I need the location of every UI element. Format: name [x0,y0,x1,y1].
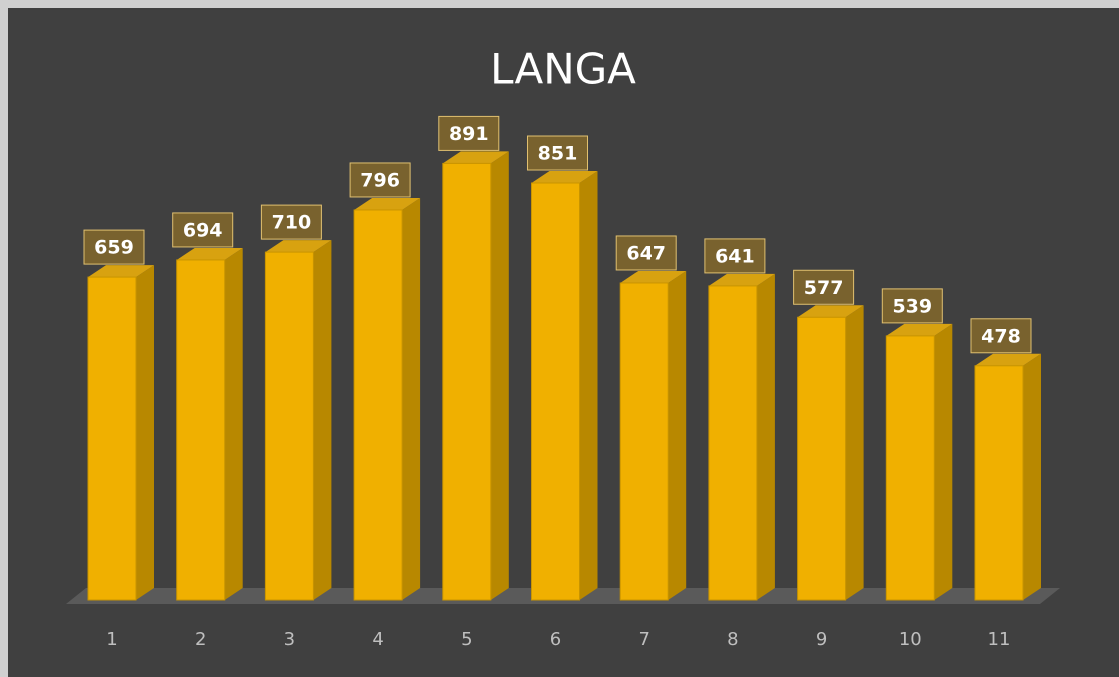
bar-front [353,209,403,601]
bar-side [402,197,421,600]
bar-front [176,259,226,601]
bar [353,197,421,601]
bar-front [974,365,1024,601]
chart-title: LANGA [490,45,636,94]
bar-top [442,151,509,164]
data-label: 641 [715,245,755,267]
x-tick-label: 9 [816,629,827,650]
x-tick-label: 5 [461,629,472,650]
data-label: 539 [892,295,932,317]
bar [531,171,598,601]
data-label-box [260,204,322,240]
bar [87,265,154,601]
bar-top [176,247,243,260]
x-tick-label: 7 [638,629,649,650]
data-label: 851 [538,143,578,165]
bar [442,151,509,601]
data-label: 577 [804,277,844,299]
data-label-box [615,235,677,271]
data-label-box [83,229,145,265]
bar-front [797,316,847,601]
bar-top [620,270,687,283]
bar-top [975,353,1041,366]
bar-front [619,282,669,601]
data-label: 710 [272,212,312,234]
bar-front [442,162,492,601]
bar-front [708,285,758,601]
bar-top [88,265,154,278]
bar-side [756,273,775,600]
bar-top [265,240,332,253]
x-tick-label: 4 [372,629,383,650]
bar-front [885,335,935,601]
x-tick-label: 3 [284,629,295,650]
bar-side [934,323,953,600]
bar [885,323,953,601]
bar-top [531,171,598,184]
bar [797,305,864,601]
data-label-box [704,238,766,274]
x-tick-label: 2 [195,629,206,650]
bar [264,240,332,601]
data-label: 796 [360,169,400,191]
bar-side [490,151,509,600]
data-label: 891 [449,123,489,145]
bar [619,270,687,601]
bar-front [531,182,580,601]
bar-side [313,240,332,600]
bar-top [797,305,864,318]
bar-side [845,305,864,600]
data-label: 694 [183,219,223,241]
data-label: 478 [981,325,1021,347]
data-label-box [970,318,1032,354]
bar [708,273,775,601]
bar-side [1023,353,1041,600]
x-tick-label: 1 [106,629,117,650]
x-tick-label: 11 [988,629,1011,650]
data-label-box [527,135,588,171]
bar-front [87,276,137,601]
bar-top [708,273,775,286]
x-tick-label: 8 [727,629,738,650]
x-tick-label: 10 [899,629,922,650]
bar [974,353,1041,601]
data-label-box [172,212,234,248]
bar [176,247,243,601]
bar-front [264,251,314,601]
data-label: 659 [94,237,134,259]
bar-side [668,270,687,600]
bar-side [579,171,598,600]
data-label: 647 [626,242,666,264]
x-tick-label: 6 [550,629,561,650]
data-label-box [881,288,943,324]
bar-top [886,323,953,336]
bar-top [354,197,421,210]
bar-side [224,247,243,600]
bar-side [136,265,154,600]
data-label-box [438,115,500,151]
data-label-box [349,162,411,198]
data-label-box [793,269,855,305]
